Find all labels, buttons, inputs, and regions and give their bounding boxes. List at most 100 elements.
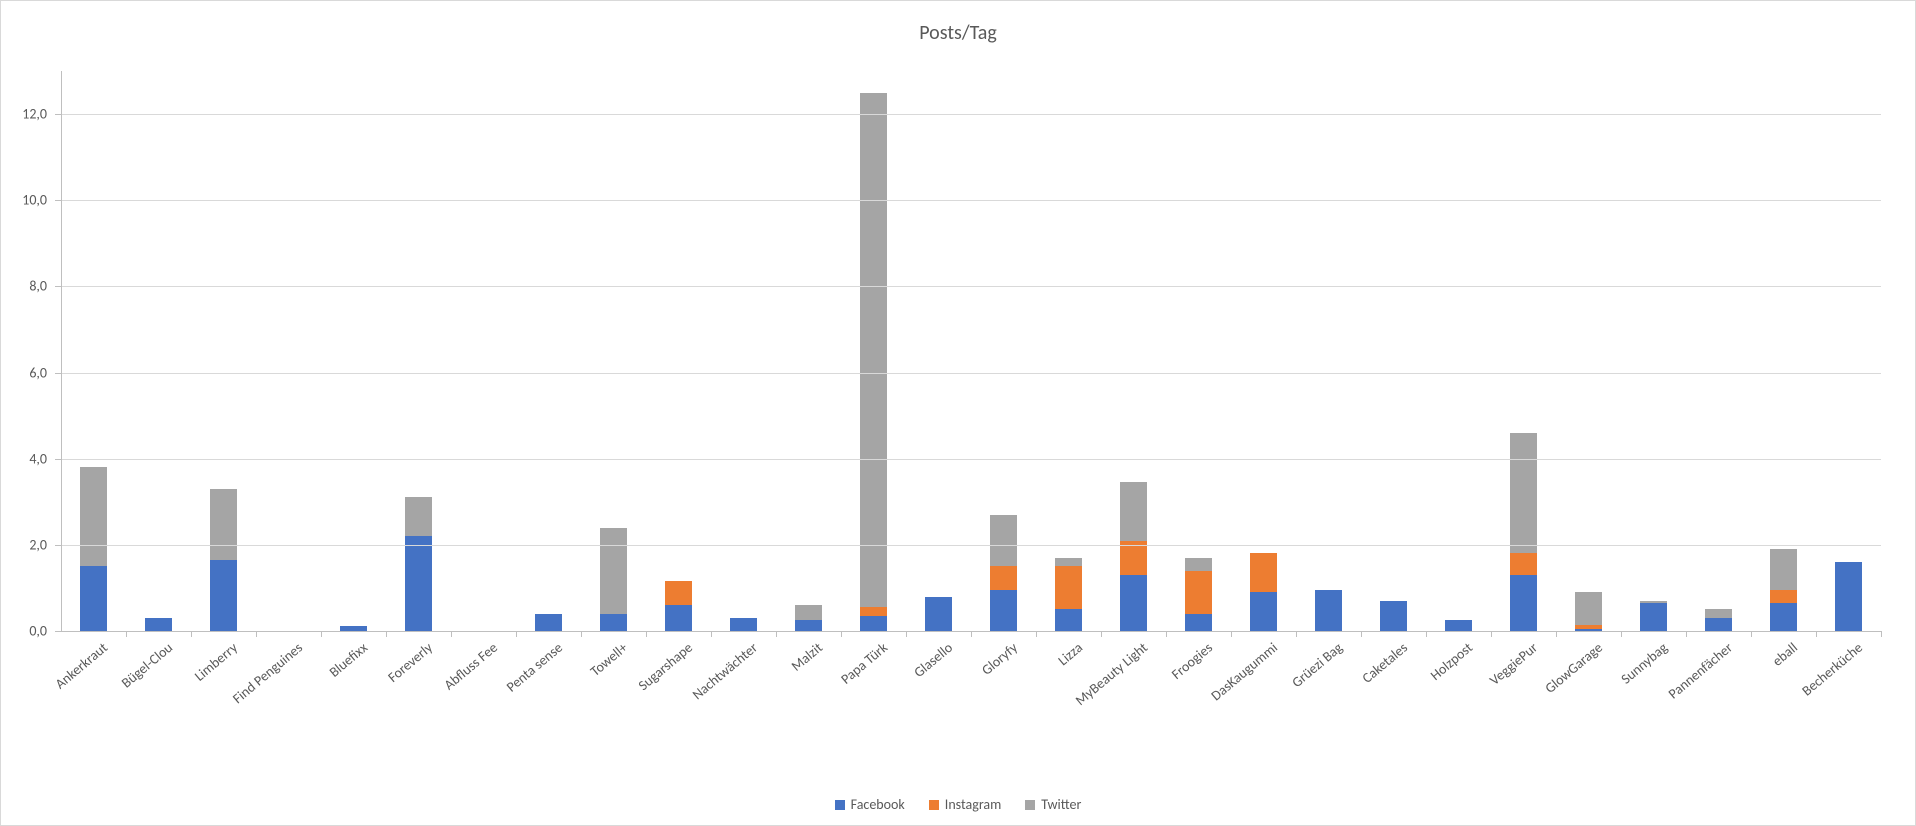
bar-segment-facebook [145, 618, 172, 631]
bar-segment-instagram [1250, 553, 1277, 592]
bars-layer [61, 71, 1881, 631]
bar-segment-facebook [1705, 618, 1732, 631]
legend: Facebook Instagram Twitter [1, 796, 1915, 813]
legend-label-instagram: Instagram [945, 796, 1002, 813]
bar-group [1575, 592, 1602, 631]
bar-segment-twitter [1055, 558, 1082, 567]
bar-group [1380, 601, 1407, 631]
y-axis-label: 2,0 [7, 536, 47, 553]
bar-group [795, 605, 822, 631]
bar-group [1640, 601, 1667, 631]
bar-group [860, 93, 887, 631]
gridline [61, 286, 1881, 287]
bar-segment-twitter [80, 467, 107, 566]
bar-group [1445, 620, 1472, 631]
bar-segment-facebook [1120, 575, 1147, 631]
bar-group [1055, 558, 1082, 631]
y-axis-label: 4,0 [7, 450, 47, 467]
gridline [61, 114, 1881, 115]
bar-segment-facebook [1250, 592, 1277, 631]
y-axis [61, 71, 62, 631]
bar-segment-facebook [1445, 620, 1472, 631]
bar-group [925, 597, 952, 631]
legend-label-twitter: Twitter [1041, 796, 1081, 813]
bar-group [145, 618, 172, 631]
bar-segment-facebook [405, 536, 432, 631]
bar-segment-twitter [210, 489, 237, 560]
bar-group [1705, 609, 1732, 631]
bar-segment-instagram [1055, 566, 1082, 609]
bar-segment-twitter [1510, 433, 1537, 554]
bar-segment-facebook [1510, 575, 1537, 631]
chart-container: Posts/Tag AnkerkrautBügel-ClouLimberryFi… [0, 0, 1916, 826]
bar-group [1185, 558, 1212, 631]
bar-group [1770, 549, 1797, 631]
y-axis-label: 10,0 [7, 192, 47, 209]
bar-segment-twitter [1770, 549, 1797, 590]
y-axis-label: 6,0 [7, 364, 47, 381]
bar-segment-facebook [925, 597, 952, 631]
bar-segment-facebook [210, 560, 237, 631]
bar-segment-twitter [990, 515, 1017, 567]
x-axis-labels: AnkerkrautBügel-ClouLimberryFind Penguin… [61, 631, 1881, 751]
bar-segment-twitter [600, 528, 627, 614]
legend-label-facebook: Facebook [851, 796, 905, 813]
bar-segment-instagram [1770, 590, 1797, 603]
legend-item-instagram: Instagram [929, 796, 1002, 813]
bar-segment-facebook [1835, 562, 1862, 631]
bar-group [210, 489, 237, 631]
gridline [61, 545, 1881, 546]
bar-group [1315, 590, 1342, 631]
y-axis-label: 12,0 [7, 106, 47, 123]
bar-segment-instagram [860, 607, 887, 616]
bar-group [80, 467, 107, 631]
bar-group [730, 618, 757, 631]
bar-segment-facebook [730, 618, 757, 631]
legend-swatch-twitter [1025, 800, 1035, 810]
bar-segment-facebook [1185, 614, 1212, 631]
bar-segment-twitter [1120, 482, 1147, 540]
bar-segment-instagram [665, 581, 692, 605]
bar-segment-facebook [990, 590, 1017, 631]
bar-segment-twitter [1185, 558, 1212, 571]
bar-segment-facebook [600, 614, 627, 631]
bar-segment-twitter [405, 497, 432, 536]
x-tick [1881, 631, 1882, 637]
bar-segment-facebook [665, 605, 692, 631]
bar-segment-facebook [1380, 601, 1407, 631]
plot-area [61, 71, 1881, 631]
gridline [61, 200, 1881, 201]
legend-swatch-facebook [835, 800, 845, 810]
legend-item-facebook: Facebook [835, 796, 905, 813]
bar-segment-facebook [795, 620, 822, 631]
bar-segment-twitter [1705, 609, 1732, 618]
bar-segment-instagram [990, 566, 1017, 590]
legend-swatch-instagram [929, 800, 939, 810]
bar-segment-facebook [860, 616, 887, 631]
bar-group [1835, 562, 1862, 631]
bar-segment-facebook [1640, 603, 1667, 631]
bar-segment-facebook [535, 614, 562, 631]
bar-group [990, 515, 1017, 631]
bar-group [600, 528, 627, 631]
bar-group [1120, 482, 1147, 631]
bar-segment-instagram [1185, 571, 1212, 614]
bar-segment-twitter [1575, 592, 1602, 624]
bar-group [665, 581, 692, 631]
bar-segment-instagram [1510, 553, 1537, 575]
y-axis-label: 8,0 [7, 278, 47, 295]
bar-group [405, 497, 432, 631]
bar-segment-facebook [1770, 603, 1797, 631]
bar-segment-facebook [1055, 609, 1082, 631]
bar-group [535, 614, 562, 631]
bar-segment-facebook [80, 566, 107, 631]
y-axis-label: 0,0 [7, 623, 47, 640]
bar-segment-twitter [860, 93, 887, 608]
bar-segment-facebook [1315, 590, 1342, 631]
bar-group [1250, 553, 1277, 631]
bar-group [1510, 433, 1537, 631]
chart-title: Posts/Tag [1, 21, 1915, 45]
bar-segment-twitter [795, 605, 822, 620]
gridline [61, 459, 1881, 460]
gridline [61, 373, 1881, 374]
